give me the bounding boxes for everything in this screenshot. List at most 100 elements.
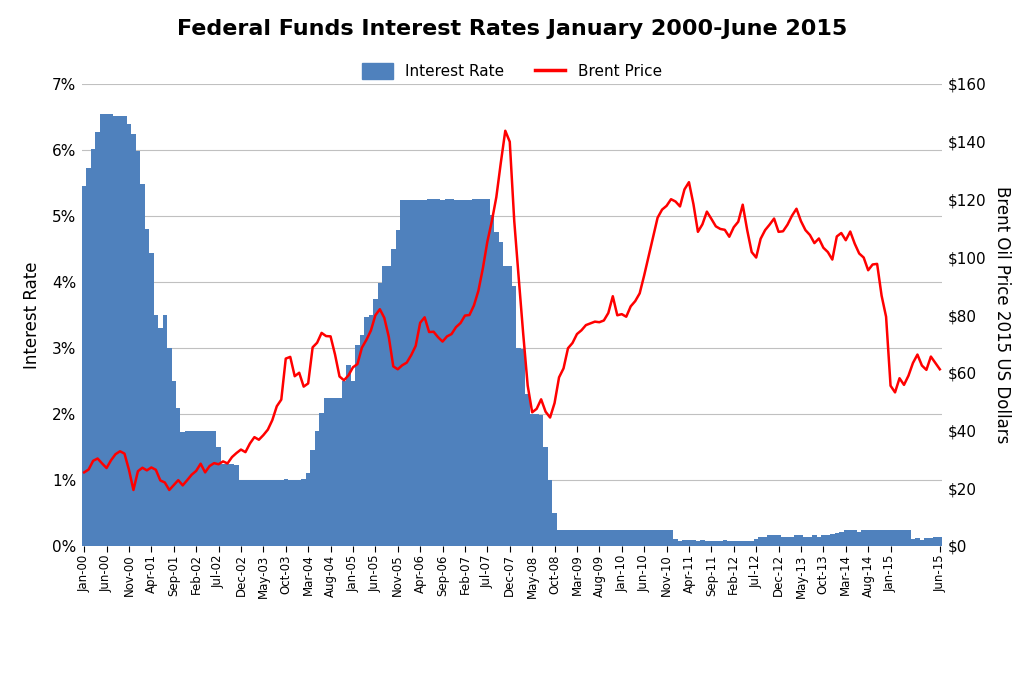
Bar xyxy=(150,253,154,546)
Bar xyxy=(306,473,310,546)
Bar xyxy=(920,540,925,546)
Bar xyxy=(114,116,118,546)
Bar xyxy=(866,529,870,546)
Bar xyxy=(301,480,306,546)
Bar xyxy=(270,480,274,546)
Bar xyxy=(257,480,261,546)
Bar xyxy=(503,266,508,546)
Bar xyxy=(682,540,687,546)
Bar xyxy=(718,541,723,546)
Bar xyxy=(382,265,387,546)
Bar xyxy=(637,529,642,546)
Bar xyxy=(163,315,167,546)
Bar xyxy=(915,538,920,546)
Bar xyxy=(848,529,852,546)
Bar xyxy=(723,540,727,546)
Bar xyxy=(574,529,580,546)
Bar xyxy=(459,200,463,546)
Bar xyxy=(387,265,391,546)
Bar xyxy=(893,529,897,546)
Bar xyxy=(378,284,382,546)
Bar xyxy=(799,536,803,546)
Bar xyxy=(620,529,624,546)
Bar xyxy=(373,298,378,546)
Bar xyxy=(135,151,140,546)
Bar xyxy=(659,529,665,546)
Bar xyxy=(355,345,359,546)
Bar xyxy=(584,529,588,546)
Bar xyxy=(874,529,880,546)
Bar xyxy=(709,540,714,546)
Bar xyxy=(597,529,602,546)
Bar xyxy=(691,540,695,546)
Bar xyxy=(687,540,691,546)
Bar xyxy=(857,532,861,546)
Bar xyxy=(212,430,216,546)
Bar xyxy=(337,398,342,546)
Bar xyxy=(499,241,503,546)
Bar xyxy=(158,328,163,546)
Bar xyxy=(817,537,821,546)
Bar xyxy=(727,541,731,546)
Bar xyxy=(516,348,521,546)
Bar xyxy=(244,480,248,546)
Bar xyxy=(350,381,355,546)
Bar xyxy=(548,480,552,546)
Bar xyxy=(95,132,100,546)
Bar xyxy=(835,533,839,546)
Bar xyxy=(512,286,516,546)
Bar xyxy=(767,536,772,546)
Bar xyxy=(131,134,135,546)
Bar xyxy=(861,530,866,546)
Bar xyxy=(395,230,400,546)
Bar xyxy=(669,529,674,546)
Bar xyxy=(476,199,480,546)
Bar xyxy=(629,529,633,546)
Bar xyxy=(319,413,324,546)
Bar xyxy=(239,480,244,546)
Bar xyxy=(167,348,172,546)
Bar xyxy=(889,529,893,546)
Bar xyxy=(485,199,489,546)
Bar xyxy=(870,529,874,546)
Bar xyxy=(772,536,776,546)
Bar xyxy=(252,480,257,546)
Bar xyxy=(199,430,203,546)
Bar xyxy=(463,199,467,546)
Bar xyxy=(122,116,127,546)
Bar xyxy=(745,540,750,546)
Bar xyxy=(610,529,615,546)
Bar xyxy=(189,431,194,546)
Title: Federal Funds Interest Rates January 2000-June 2015: Federal Funds Interest Rates January 200… xyxy=(177,20,847,39)
Bar xyxy=(933,538,938,546)
Bar xyxy=(759,538,763,546)
Bar xyxy=(118,116,122,546)
Bar xyxy=(655,529,659,546)
Bar xyxy=(803,537,808,546)
Bar xyxy=(203,430,207,546)
Bar xyxy=(436,199,440,546)
Bar xyxy=(754,540,759,546)
Bar xyxy=(844,529,848,546)
Bar xyxy=(324,398,329,546)
Bar xyxy=(109,114,114,546)
Bar xyxy=(154,315,158,546)
Bar xyxy=(293,480,297,546)
Bar xyxy=(467,199,472,546)
Bar xyxy=(342,381,346,546)
Bar xyxy=(539,414,544,546)
Bar xyxy=(310,449,315,546)
Bar xyxy=(906,529,910,546)
Bar xyxy=(535,414,539,546)
Bar xyxy=(790,537,795,546)
Bar xyxy=(825,535,830,546)
Bar xyxy=(431,199,436,546)
Bar xyxy=(731,540,736,546)
Bar xyxy=(776,536,781,546)
Legend: Interest Rate, Brent Price: Interest Rate, Brent Price xyxy=(356,57,668,85)
Bar xyxy=(633,529,637,546)
Bar xyxy=(821,536,825,546)
Bar xyxy=(565,529,570,546)
Bar xyxy=(297,480,301,546)
Bar xyxy=(409,199,414,546)
